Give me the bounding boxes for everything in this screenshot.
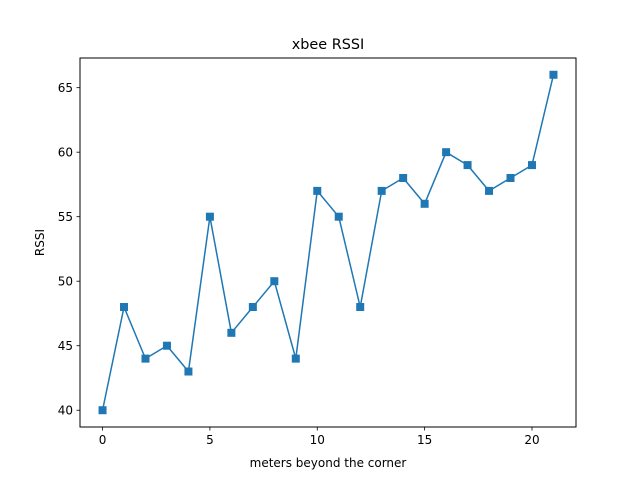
y-axis-label: RSSI: [33, 229, 47, 256]
data-point-marker: [485, 186, 494, 195]
data-point-marker: [442, 148, 451, 157]
y-tick-label: 60: [58, 146, 73, 160]
series-line: [101, 74, 555, 411]
data-point-marker: [420, 199, 429, 208]
axes-frame: [79, 57, 577, 428]
x-tick-label: 10: [310, 433, 325, 447]
data-point-marker: [549, 70, 558, 79]
y-tick-label: 45: [58, 339, 73, 353]
x-axis-label: meters beyond the corner: [250, 456, 407, 470]
data-point-marker: [291, 354, 300, 363]
x-tick-label: 0: [99, 433, 107, 447]
data-point-marker: [399, 173, 408, 182]
y-tick-label: 40: [58, 404, 73, 418]
data-point-marker: [334, 212, 343, 221]
x-tick-label: 5: [206, 433, 214, 447]
data-point-marker: [270, 277, 279, 286]
chart-title: xbee RSSI: [292, 37, 364, 53]
y-tick-label: 55: [58, 210, 73, 224]
data-point-marker: [227, 328, 236, 337]
data-point-marker: [98, 406, 107, 415]
data-point-marker: [141, 354, 150, 363]
data-point-marker: [527, 161, 536, 170]
x-tick-label: 15: [417, 433, 432, 447]
y-tick-label: 50: [58, 275, 73, 289]
data-point-marker: [463, 161, 472, 170]
plot-area: [98, 70, 558, 415]
data-point-marker: [184, 367, 193, 376]
x-axis: 0 5 10 15 20: [99, 427, 540, 447]
x-tick-label: 20: [524, 433, 539, 447]
data-point-marker: [162, 341, 171, 350]
y-tick-label: 65: [58, 81, 73, 95]
data-point-marker: [313, 186, 322, 195]
data-point-marker: [377, 186, 386, 195]
data-point-marker: [120, 303, 129, 312]
data-point-marker: [248, 303, 257, 312]
data-point-marker: [356, 303, 365, 312]
y-axis: 40 45 50 55 60 65: [58, 81, 80, 418]
data-point-marker: [205, 212, 214, 221]
data-point-marker: [506, 173, 515, 182]
